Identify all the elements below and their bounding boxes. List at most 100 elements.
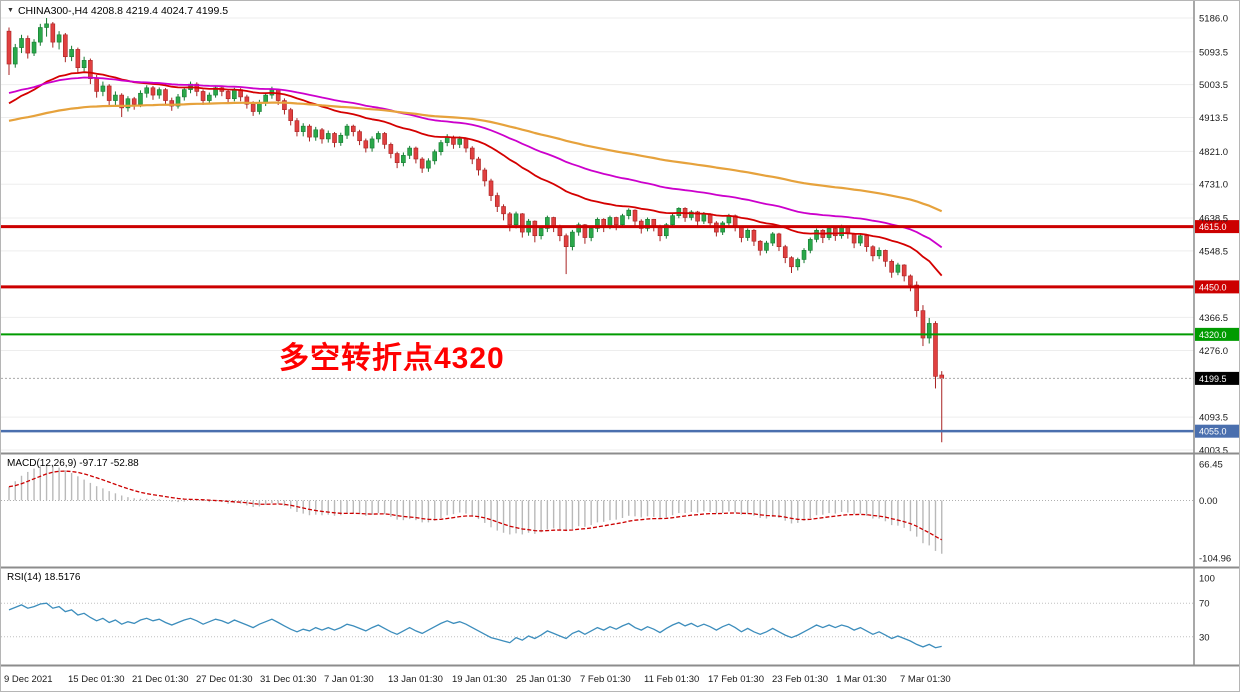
candle	[739, 226, 744, 238]
time-axis-label: 7 Jan 01:30	[324, 674, 374, 685]
candle	[757, 240, 763, 251]
time-axis[interactable]	[1, 666, 1240, 692]
candle	[513, 213, 519, 226]
candle	[150, 87, 156, 96]
price-tick-label: 4913.5	[1199, 113, 1228, 124]
ma-mid-magenta	[8, 76, 943, 249]
candle	[282, 100, 287, 110]
candle	[144, 87, 150, 94]
macd-signal-line	[8, 470, 943, 541]
time-axis-label: 23 Feb 01:30	[772, 674, 828, 685]
candle	[250, 103, 256, 112]
candle	[207, 94, 212, 101]
candle	[156, 89, 162, 96]
time-axis-label: 9 Dec 2021	[4, 674, 53, 685]
time-axis-label: 1 Mar 01:30	[836, 674, 887, 685]
price-axis[interactable]	[1194, 1, 1240, 666]
candle	[626, 209, 632, 216]
candle	[319, 129, 325, 140]
time-axis-label: 27 Dec 01:30	[196, 674, 253, 685]
rsi-tick-label: 70	[1199, 599, 1210, 610]
price-level-badge-text: 4055.0	[1199, 427, 1227, 437]
time-axis-label: 17 Feb 01:30	[708, 674, 764, 685]
price-axis-labels: 5186.0 5093.5 5003.5 4913.5 4821.0 4731.0 4638…	[1199, 14, 1228, 457]
price-level-badge-text: 4615.0	[1199, 222, 1227, 232]
candle	[288, 109, 294, 121]
candle	[12, 47, 18, 65]
candle	[851, 233, 857, 244]
candle	[620, 215, 625, 226]
candle	[695, 211, 700, 222]
candle	[88, 60, 93, 79]
time-axis-label: 13 Jan 01:30	[388, 674, 443, 685]
candle	[570, 231, 575, 247]
price-tick-label: 4821.0	[1199, 147, 1228, 158]
candle	[545, 217, 550, 229]
candle	[789, 257, 794, 268]
price-tick-label: 5093.5	[1199, 47, 1228, 58]
candle	[350, 125, 356, 132]
candle	[113, 94, 118, 101]
candle	[645, 218, 650, 229]
candle	[394, 153, 400, 163]
time-axis-label: 11 Feb 01:30	[644, 674, 699, 685]
dropdown-triangle-icon[interactable]: ▼	[7, 7, 14, 14]
candle	[344, 125, 350, 136]
candle	[901, 264, 907, 277]
candle	[232, 89, 237, 100]
candle	[413, 147, 419, 160]
macd-histogram	[8, 464, 943, 554]
rsi-tick-label: 30	[1199, 632, 1210, 643]
candle	[463, 138, 469, 149]
candle	[332, 133, 337, 143]
macd-tick-label: -104.96	[1199, 554, 1231, 565]
candle	[776, 233, 782, 247]
time-axis-label: 7 Mar 01:30	[900, 674, 951, 685]
candle	[6, 30, 12, 65]
candle	[363, 140, 369, 149]
candle	[764, 242, 769, 251]
current-price-badge-text: 4199.5	[1199, 374, 1227, 384]
candle	[469, 147, 475, 160]
candle	[488, 180, 494, 196]
candle	[795, 259, 801, 268]
candle	[883, 250, 888, 262]
time-axis-label: 21 Dec 01:30	[132, 674, 189, 685]
candle	[300, 125, 306, 132]
candle	[438, 142, 444, 153]
rsi-indicator-label: RSI(14) 18.5176	[7, 572, 81, 583]
candle	[632, 209, 638, 222]
candle	[325, 133, 331, 140]
macd-axis-labels: 66.45 0.00 -104.96	[1199, 460, 1231, 565]
candle	[745, 229, 750, 238]
candle	[169, 100, 175, 107]
macd-indicator-label: MACD(12,26,9) -97.17 -52.88	[7, 458, 139, 469]
candle	[939, 374, 945, 379]
candle	[263, 94, 268, 103]
price-tick-label: 4003.5	[1199, 446, 1228, 457]
candle	[81, 60, 87, 68]
time-axis-label: 19 Jan 01:30	[452, 674, 507, 685]
candle	[613, 217, 619, 226]
rsi-axis-labels: 100 70 30	[1199, 574, 1215, 644]
candle	[582, 224, 588, 238]
candle	[638, 220, 644, 229]
current-price-badge	[1195, 371, 1239, 385]
candle	[44, 23, 49, 28]
candle	[376, 133, 381, 140]
candle	[25, 38, 31, 54]
candle	[814, 229, 819, 240]
candle	[401, 155, 406, 163]
time-axis-label: 15 Dec 01:30	[68, 674, 125, 685]
candle	[357, 131, 362, 142]
candle	[576, 224, 581, 233]
price-tick-label: 4638.5	[1199, 214, 1228, 225]
candle	[870, 246, 876, 257]
candle	[520, 213, 525, 233]
chart-annotation-text[interactable]: 多空转折点4320	[279, 342, 505, 375]
candle	[482, 169, 488, 182]
rsi-tick-label: 100	[1199, 574, 1215, 585]
candle	[275, 89, 281, 101]
